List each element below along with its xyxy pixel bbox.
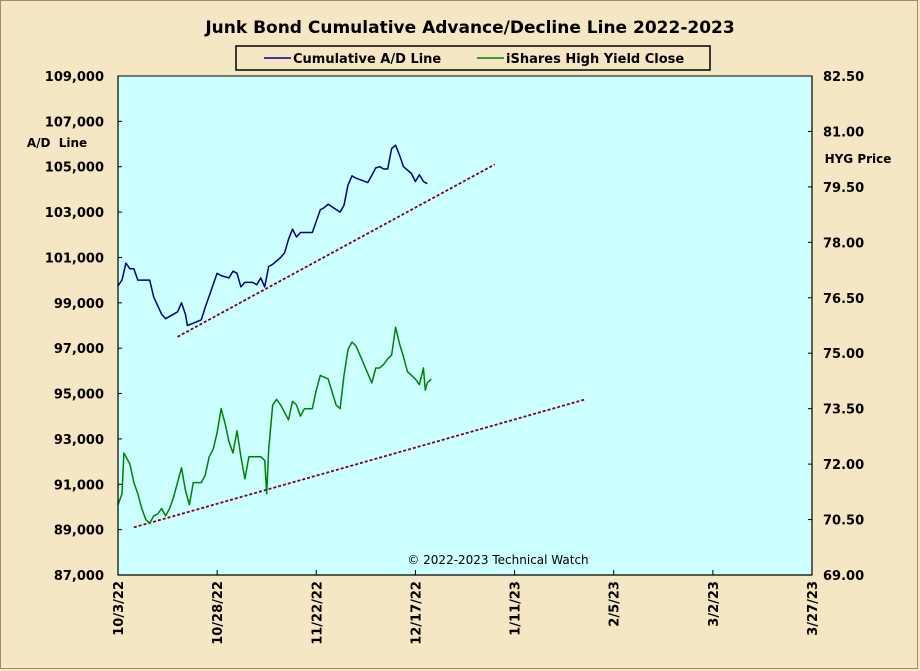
left-tick-label: 97,000	[54, 342, 104, 357]
legend-label-ad-line: Cumulative A/D Line	[293, 52, 441, 67]
x-tick-label: 10/28/22	[211, 581, 226, 645]
legend-label-hyg: iShares High Yield Close	[506, 52, 684, 67]
x-tick-label: 11/22/22	[310, 581, 325, 645]
chart-title: Junk Bond Cumulative Advance/Decline Lin…	[204, 18, 734, 38]
trendlines	[133, 163, 587, 529]
right-tick-label: 70.50	[823, 514, 864, 529]
x-tick-label: 12/17/22	[409, 581, 424, 645]
legend-box	[235, 45, 711, 71]
left-axis-label-line-2: Line	[59, 136, 87, 150]
copyright-text: © 2022-2023 Technical Watch	[407, 553, 588, 567]
series-ad-line	[117, 144, 428, 327]
x-tick-label: 3/27/23	[806, 581, 821, 636]
trendline-1	[177, 163, 496, 338]
left-tick-label: 101,000	[45, 251, 104, 266]
left-tick-label: 87,000	[54, 569, 104, 584]
right-axis-ticks: 69.00 70.50 72.00 73.50 75.00 76.50 78.00 79.50…	[808, 70, 864, 584]
right-tick-label: 73.50	[823, 403, 864, 418]
series-lines	[117, 144, 432, 525]
right-tick-label: 79.50	[823, 181, 864, 196]
left-tick-label: 103,000	[45, 206, 104, 221]
right-axis-label: HYG Price	[825, 152, 892, 166]
trendline-2	[133, 398, 587, 529]
right-tick-label: 78.00	[823, 236, 864, 251]
right-tick-label: 75.00	[823, 347, 864, 362]
left-axis-label: A/D Line	[27, 136, 87, 150]
x-tick-label: 2/5/23	[608, 581, 623, 627]
left-tick-label: 107,000	[45, 115, 104, 130]
left-tick-label: 91,000	[54, 478, 104, 493]
legend: Cumulative A/D Line iShares High Yield C…	[235, 45, 711, 71]
left-tick-label: 89,000	[54, 524, 104, 539]
right-tick-label: 76.50	[823, 292, 864, 307]
series-hyg-close	[117, 326, 432, 525]
left-tick-label: 105,000	[45, 161, 104, 176]
left-axis-ticks: 87,000 89,000 91,000 93,000 95,000 97,000 99,0…	[45, 70, 122, 584]
right-tick-label: 72.00	[823, 458, 864, 473]
left-tick-label: 99,000	[54, 297, 104, 312]
plot-area	[117, 75, 813, 576]
left-axis-label-line-1: A/D	[27, 136, 51, 150]
left-tick-label: 109,000	[45, 70, 104, 85]
right-tick-label: 82.50	[823, 70, 864, 85]
right-tick-label: 69.00	[823, 569, 864, 584]
x-axis-ticks: 10/3/22 10/28/22 11/22/22 12/17/22 1/11/23 2/…	[112, 570, 821, 645]
right-tick-label: 81.00	[823, 125, 864, 140]
x-tick-label: 10/3/22	[112, 581, 127, 636]
x-tick-label: 3/2/23	[707, 581, 722, 627]
left-tick-label: 95,000	[54, 388, 104, 403]
left-tick-label: 93,000	[54, 433, 104, 448]
x-tick-label: 1/11/23	[509, 581, 524, 636]
